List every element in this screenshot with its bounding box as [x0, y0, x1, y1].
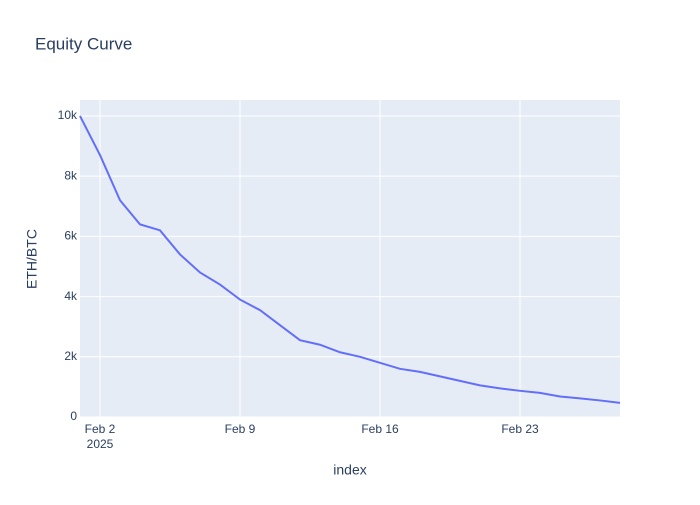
- y-tick-label: 0: [70, 409, 77, 423]
- y-tick-label: 8k: [64, 168, 78, 182]
- plot-background: [80, 100, 620, 417]
- x-tick-label: Feb 23: [501, 422, 539, 436]
- y-axis-title: ETH/BTC: [24, 229, 40, 289]
- x-tick-label: Feb 2: [85, 422, 116, 436]
- x-year-label: 2025: [87, 437, 114, 451]
- y-tick-label: 2k: [64, 349, 78, 363]
- x-tick-label: Feb 16: [361, 422, 399, 436]
- x-axis-title: index: [333, 462, 366, 478]
- y-tick-label: 4k: [64, 289, 78, 303]
- x-tick-label: Feb 9: [225, 422, 256, 436]
- equity-line: [79, 115, 621, 404]
- y-tick-label: 6k: [64, 229, 78, 243]
- y-tick-label: 10k: [58, 108, 78, 122]
- chart-title: Equity Curve: [35, 34, 132, 53]
